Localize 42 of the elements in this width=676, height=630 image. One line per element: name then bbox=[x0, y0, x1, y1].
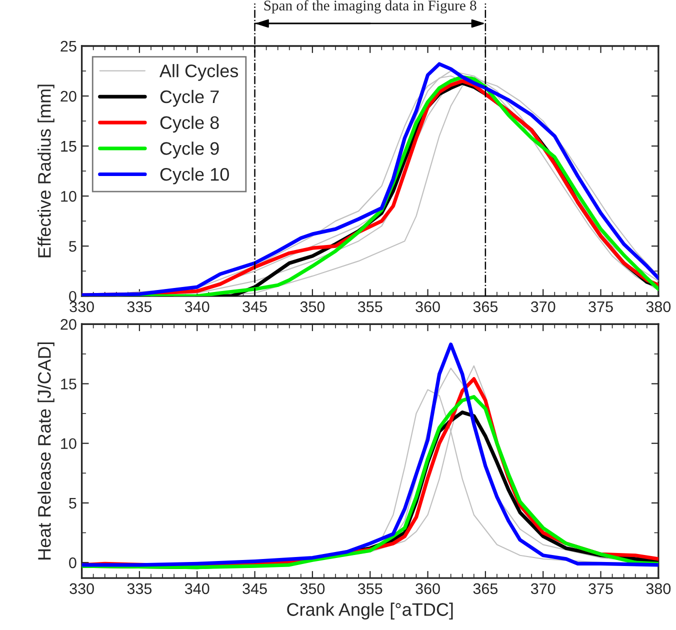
x-tick-label: 360 bbox=[416, 583, 440, 594]
x-tick-label: 345 bbox=[242, 301, 267, 312]
x-tick-label: 335 bbox=[127, 301, 152, 312]
legend-label: All Cycles bbox=[159, 64, 238, 81]
legend-label: Cycle 10 bbox=[160, 167, 229, 184]
x-tick-label: 380 bbox=[646, 583, 671, 594]
x-tick-label: 330 bbox=[70, 583, 94, 594]
x-tick-label: 365 bbox=[473, 301, 498, 312]
y-axis-title: Heat Release Rate [J/CAD] bbox=[38, 342, 54, 560]
x-tick-label: 330 bbox=[70, 301, 94, 312]
x-tick-label: 350 bbox=[300, 301, 325, 312]
y-tick-label: 0 bbox=[69, 557, 76, 568]
y-axis-title: Effective Radius [mm] bbox=[38, 84, 54, 258]
y-tick-label: 15 bbox=[61, 141, 76, 152]
y-tick-label: 20 bbox=[60, 90, 76, 102]
text: Span of the imaging data in Figure 8 bbox=[264, 0, 476, 14]
x-tick-label: 355 bbox=[358, 301, 382, 312]
legend-label: Cycle 8 bbox=[160, 116, 219, 133]
x-tick-label: 380 bbox=[646, 301, 671, 312]
legend-label: Cycle 9 bbox=[160, 142, 219, 158]
x-tick-label: 335 bbox=[127, 583, 152, 594]
y-tick-label: 0 bbox=[69, 290, 76, 302]
y-tick-label: 15 bbox=[61, 378, 76, 390]
x-tick-label: 375 bbox=[588, 583, 613, 594]
y-tick-label: 10 bbox=[61, 438, 76, 450]
y-tick-label: 25 bbox=[60, 40, 76, 52]
x-tick-label: 350 bbox=[300, 583, 325, 594]
x-tick-label: 345 bbox=[242, 583, 267, 594]
x-tick-label: 340 bbox=[184, 301, 210, 312]
y-tick-label: 20 bbox=[60, 319, 76, 330]
legend-label: Cycle 7 bbox=[160, 90, 219, 107]
y-tick-label: 5 bbox=[69, 498, 76, 509]
x-tick-label: 370 bbox=[530, 301, 556, 312]
y-tick-label: 10 bbox=[61, 190, 76, 202]
x-tick-label: 340 bbox=[184, 583, 210, 594]
y-tick-label: 5 bbox=[69, 241, 76, 252]
x-tick-label: 355 bbox=[358, 583, 382, 594]
x-tick-label: 360 bbox=[416, 301, 440, 312]
x-tick-label: 375 bbox=[588, 301, 613, 312]
x-tick-label: 365 bbox=[473, 583, 498, 594]
x-axis-title: Crank Angle [°aTDC] bbox=[287, 602, 453, 620]
x-tick-label: 370 bbox=[530, 583, 556, 594]
